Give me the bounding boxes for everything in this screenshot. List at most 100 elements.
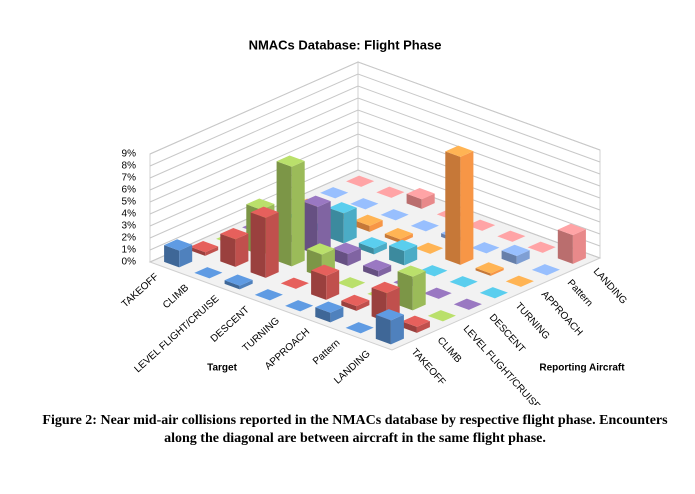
bar bbox=[350, 198, 379, 210]
bar-front bbox=[373, 242, 387, 255]
bar-top bbox=[328, 202, 357, 214]
bar bbox=[415, 242, 444, 254]
bar-front bbox=[390, 314, 404, 345]
bar-top bbox=[194, 267, 223, 279]
bar-top bbox=[332, 242, 361, 254]
bar-top bbox=[337, 277, 366, 289]
x-tick-label: Pattern bbox=[311, 338, 342, 368]
depth-tick-label: DESCENT bbox=[487, 312, 527, 355]
z-tick-label: 8% bbox=[122, 161, 137, 172]
bar-top bbox=[384, 228, 413, 240]
bar-front bbox=[239, 280, 253, 290]
bar-front bbox=[369, 220, 383, 232]
bar-side bbox=[220, 233, 236, 267]
bar-front bbox=[416, 321, 430, 333]
chart-title: NMACs Database: Flight Phase bbox=[249, 37, 442, 52]
depth-axis-title: Reporting Aircraft bbox=[539, 363, 625, 374]
bar bbox=[194, 267, 223, 279]
bar-top bbox=[250, 206, 279, 218]
bar bbox=[280, 277, 309, 289]
bar-top bbox=[415, 242, 444, 254]
bar-top bbox=[311, 264, 340, 276]
bar bbox=[320, 187, 349, 199]
bar-front bbox=[378, 265, 392, 277]
z-tick-label: 6% bbox=[122, 185, 137, 196]
bar bbox=[358, 237, 387, 255]
bar-front bbox=[356, 300, 370, 311]
bar-side bbox=[384, 233, 400, 243]
bar-side bbox=[363, 265, 379, 277]
x-tick-label: LANDING bbox=[332, 348, 373, 386]
depth-tick-label: CLIMB bbox=[435, 335, 464, 365]
bar-top bbox=[419, 265, 448, 277]
bar-top bbox=[302, 195, 331, 207]
bar-top bbox=[479, 287, 508, 299]
bar-side bbox=[445, 151, 461, 265]
bar-front bbox=[421, 193, 435, 209]
bar-side bbox=[276, 161, 292, 267]
bar-side bbox=[164, 245, 180, 268]
bar-top bbox=[376, 186, 405, 198]
bar-top bbox=[427, 310, 456, 322]
bar bbox=[328, 202, 357, 244]
bar-top bbox=[445, 145, 474, 157]
bar-front bbox=[179, 244, 193, 268]
bar-front bbox=[291, 161, 305, 267]
bar-top bbox=[531, 264, 560, 276]
bar-top bbox=[190, 241, 219, 253]
z-tick-label: 5% bbox=[122, 197, 137, 208]
x-axis-title: Target bbox=[207, 363, 237, 374]
bar-top bbox=[354, 214, 383, 226]
depth-tick-label: TAKEOFF bbox=[409, 347, 448, 388]
bar bbox=[346, 175, 375, 187]
bar-top bbox=[306, 243, 335, 255]
bar-top bbox=[557, 223, 586, 236]
bar-top bbox=[363, 259, 392, 271]
bar bbox=[479, 287, 508, 299]
bar bbox=[285, 300, 314, 312]
bar-side bbox=[375, 314, 391, 345]
bar-side bbox=[401, 321, 417, 333]
bar-top bbox=[471, 242, 500, 254]
bar-side bbox=[557, 229, 573, 264]
bar-side bbox=[311, 270, 327, 300]
bar bbox=[410, 220, 439, 232]
bar-top bbox=[246, 198, 275, 210]
x-tick-label: CLIMB bbox=[161, 282, 191, 311]
bar-top bbox=[410, 220, 439, 232]
x-tick-label: TURNING bbox=[241, 315, 282, 354]
bar bbox=[337, 277, 366, 289]
bar-top bbox=[397, 265, 426, 277]
bar-side bbox=[190, 246, 206, 256]
bar-front bbox=[343, 207, 357, 244]
bar-top bbox=[380, 209, 409, 221]
bar-side bbox=[397, 271, 413, 311]
bar bbox=[531, 264, 560, 276]
bar-top bbox=[406, 188, 435, 200]
bar-side bbox=[341, 300, 357, 311]
z-tick-label: 1% bbox=[122, 245, 137, 256]
bar-top bbox=[375, 309, 404, 321]
bar-side bbox=[302, 201, 318, 255]
bar bbox=[254, 289, 283, 301]
bar-top bbox=[371, 281, 400, 294]
bar-top bbox=[449, 276, 478, 288]
bar-side bbox=[224, 280, 240, 290]
z-tick-label: 3% bbox=[122, 221, 137, 232]
bar-top bbox=[280, 277, 309, 289]
grid-line bbox=[149, 121, 601, 215]
z-tick-label: 2% bbox=[122, 233, 137, 244]
bar-top bbox=[164, 239, 193, 251]
bar bbox=[527, 241, 556, 253]
bar bbox=[401, 315, 430, 333]
bar bbox=[445, 145, 474, 265]
grid-line bbox=[149, 133, 601, 227]
bar bbox=[475, 262, 504, 276]
grid-line bbox=[149, 109, 601, 203]
z-tick-label: 4% bbox=[122, 209, 137, 220]
bar bbox=[406, 188, 435, 209]
bar bbox=[311, 264, 340, 300]
bar-side bbox=[389, 245, 405, 266]
bar bbox=[354, 214, 383, 232]
bar-front bbox=[404, 245, 418, 266]
